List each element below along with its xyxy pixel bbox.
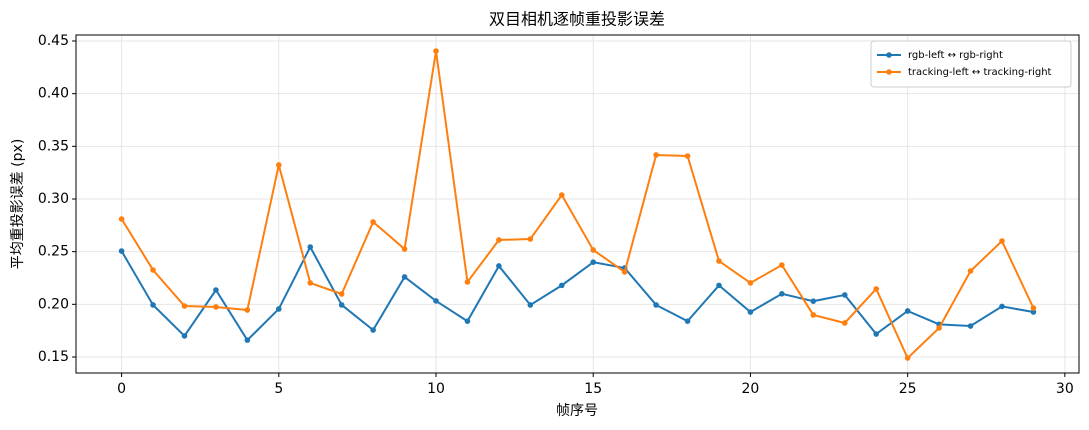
data-point xyxy=(213,304,219,310)
data-point xyxy=(904,308,911,314)
x-tick-label: 10 xyxy=(427,381,445,397)
data-point xyxy=(213,287,219,293)
data-point xyxy=(338,302,345,308)
data-point xyxy=(496,263,502,269)
legend-marker xyxy=(886,69,892,75)
x-axis-label: 帧序号 xyxy=(556,403,598,419)
data-point xyxy=(1030,305,1037,311)
data-point xyxy=(307,280,314,286)
data-point xyxy=(747,309,754,315)
data-point xyxy=(716,282,722,289)
data-point xyxy=(496,237,502,243)
data-point xyxy=(810,312,817,318)
data-point xyxy=(841,292,848,298)
legend-label: tracking-left ↔ tracking-right xyxy=(908,67,1052,78)
y-tick-label: 0.20 xyxy=(38,296,69,312)
data-point xyxy=(967,268,974,274)
data-point xyxy=(747,280,754,286)
x-tick-label: 20 xyxy=(742,381,760,397)
data-point xyxy=(433,298,439,304)
data-point xyxy=(558,192,565,198)
data-point xyxy=(401,246,408,252)
data-point xyxy=(621,269,628,275)
data-point xyxy=(370,219,376,225)
y-tick-label: 0.30 xyxy=(38,191,69,207)
data-point xyxy=(276,162,282,168)
data-point xyxy=(118,248,125,254)
y-tick-label: 0.40 xyxy=(38,86,69,102)
data-point xyxy=(244,337,251,343)
data-point xyxy=(967,323,974,329)
data-point xyxy=(150,302,156,308)
data-point xyxy=(181,303,188,309)
data-point xyxy=(590,247,597,253)
data-point xyxy=(338,291,345,297)
y-tick-label: 0.45 xyxy=(38,33,69,49)
plot-frame xyxy=(75,34,1080,374)
data-point xyxy=(779,290,785,297)
data-point xyxy=(779,262,785,268)
data-point xyxy=(464,318,471,324)
x-tick-label: 15 xyxy=(584,381,602,397)
data-point xyxy=(464,279,471,285)
data-point xyxy=(276,306,282,312)
legend-marker xyxy=(886,52,892,58)
data-point xyxy=(181,333,188,339)
data-point xyxy=(401,274,408,280)
data-point xyxy=(1030,309,1037,315)
x-tick-label: 25 xyxy=(899,381,917,397)
data-point xyxy=(873,286,879,292)
data-point xyxy=(999,238,1005,244)
data-point xyxy=(936,325,942,331)
data-point xyxy=(873,331,879,337)
data-point xyxy=(999,303,1005,310)
data-point xyxy=(684,318,691,324)
y-tick-label: 0.15 xyxy=(38,349,69,365)
data-point xyxy=(653,152,659,158)
series-line xyxy=(120,50,1035,360)
data-point xyxy=(590,259,597,265)
data-point xyxy=(716,258,722,264)
data-point xyxy=(244,307,251,313)
data-point xyxy=(527,302,534,308)
legend-box xyxy=(870,40,1072,88)
data-point xyxy=(527,236,534,242)
data-point xyxy=(653,302,659,308)
data-point xyxy=(433,48,439,54)
legend: rgb-left ↔ rgb-right tracking-left ↔ trac… xyxy=(870,40,1072,88)
data-point xyxy=(904,355,911,361)
x-tick-label: 0 xyxy=(117,381,126,397)
chart-title: 双目相机逐帧重投影误差 xyxy=(489,10,665,29)
data-point xyxy=(841,320,848,326)
series-line xyxy=(120,244,1034,342)
y-axis-label: 平均重投影误差 (px) xyxy=(10,139,26,270)
y-tick-label: 0.25 xyxy=(38,244,69,260)
data-point xyxy=(150,267,156,273)
data-point xyxy=(370,327,376,333)
legend-label: rgb-left ↔ rgb-right xyxy=(908,50,1003,61)
x-tick-label: 30 xyxy=(1056,381,1074,397)
data-point xyxy=(118,216,125,222)
y-tick-label: 0.35 xyxy=(38,138,69,154)
data-point xyxy=(558,282,565,289)
x-tick-label: 5 xyxy=(274,381,283,397)
data-point xyxy=(684,153,691,159)
data-point xyxy=(307,244,314,250)
data-point xyxy=(810,298,817,304)
